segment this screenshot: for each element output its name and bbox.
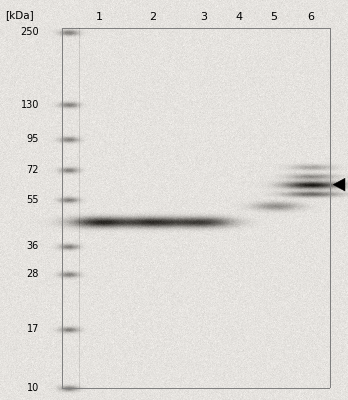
- Text: 2: 2: [150, 12, 157, 22]
- Text: [kDa]: [kDa]: [5, 10, 34, 20]
- Text: 130: 130: [21, 100, 39, 110]
- Text: 28: 28: [27, 269, 39, 279]
- Text: 10: 10: [27, 383, 39, 393]
- Text: 3: 3: [200, 12, 207, 22]
- Text: 17: 17: [27, 324, 39, 334]
- Text: 5: 5: [270, 12, 277, 22]
- Text: 250: 250: [21, 27, 39, 37]
- Text: 6: 6: [308, 12, 315, 22]
- Text: 4: 4: [235, 12, 243, 22]
- Text: 72: 72: [26, 165, 39, 175]
- Text: 95: 95: [27, 134, 39, 144]
- Text: 1: 1: [96, 12, 103, 22]
- Text: 36: 36: [27, 242, 39, 252]
- Text: 55: 55: [26, 195, 39, 205]
- Polygon shape: [333, 178, 345, 191]
